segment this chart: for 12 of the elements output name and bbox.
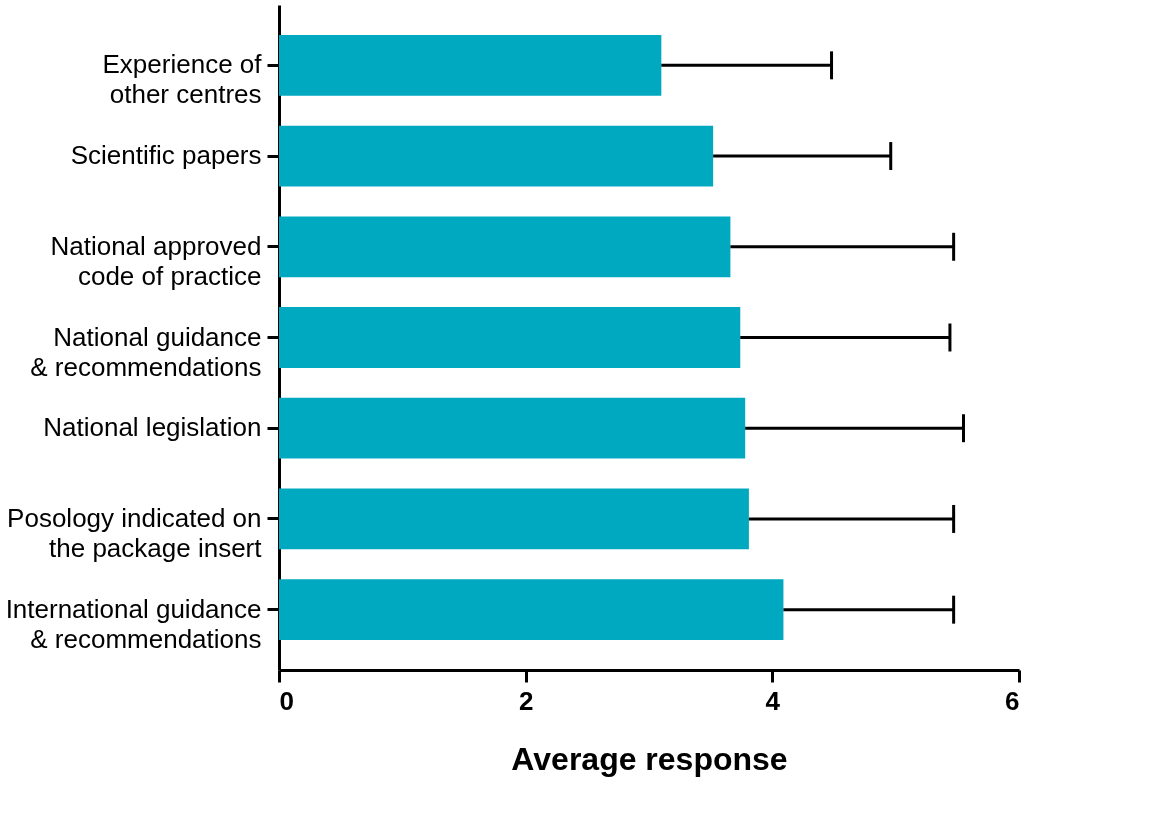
- y-tick-label: Scientific papers: [70, 140, 262, 171]
- x-axis-title: Average response: [511, 740, 788, 777]
- y-tick-label: International guidance & recommendations: [5, 593, 262, 654]
- y-tick-label: National legislation: [43, 412, 262, 443]
- x-tick-label: 2: [518, 685, 534, 716]
- y-tick-label: National guidance & recommendations: [30, 321, 262, 382]
- y-tick-label: Experience of other centres: [102, 49, 263, 110]
- y-tick-label: National approved code of practice: [50, 230, 262, 291]
- x-tick-label: 0: [279, 685, 294, 716]
- x-tick-label: 6: [1005, 685, 1020, 716]
- x-tick-label: 4: [765, 685, 781, 716]
- y-tick-label: Posology indicated on the package insert: [7, 502, 263, 563]
